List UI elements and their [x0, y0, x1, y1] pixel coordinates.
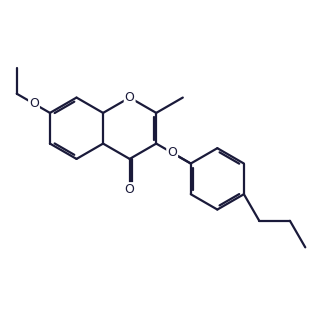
- Text: O: O: [125, 183, 135, 196]
- Text: O: O: [167, 146, 177, 159]
- Text: O: O: [125, 91, 135, 104]
- Text: O: O: [29, 97, 39, 110]
